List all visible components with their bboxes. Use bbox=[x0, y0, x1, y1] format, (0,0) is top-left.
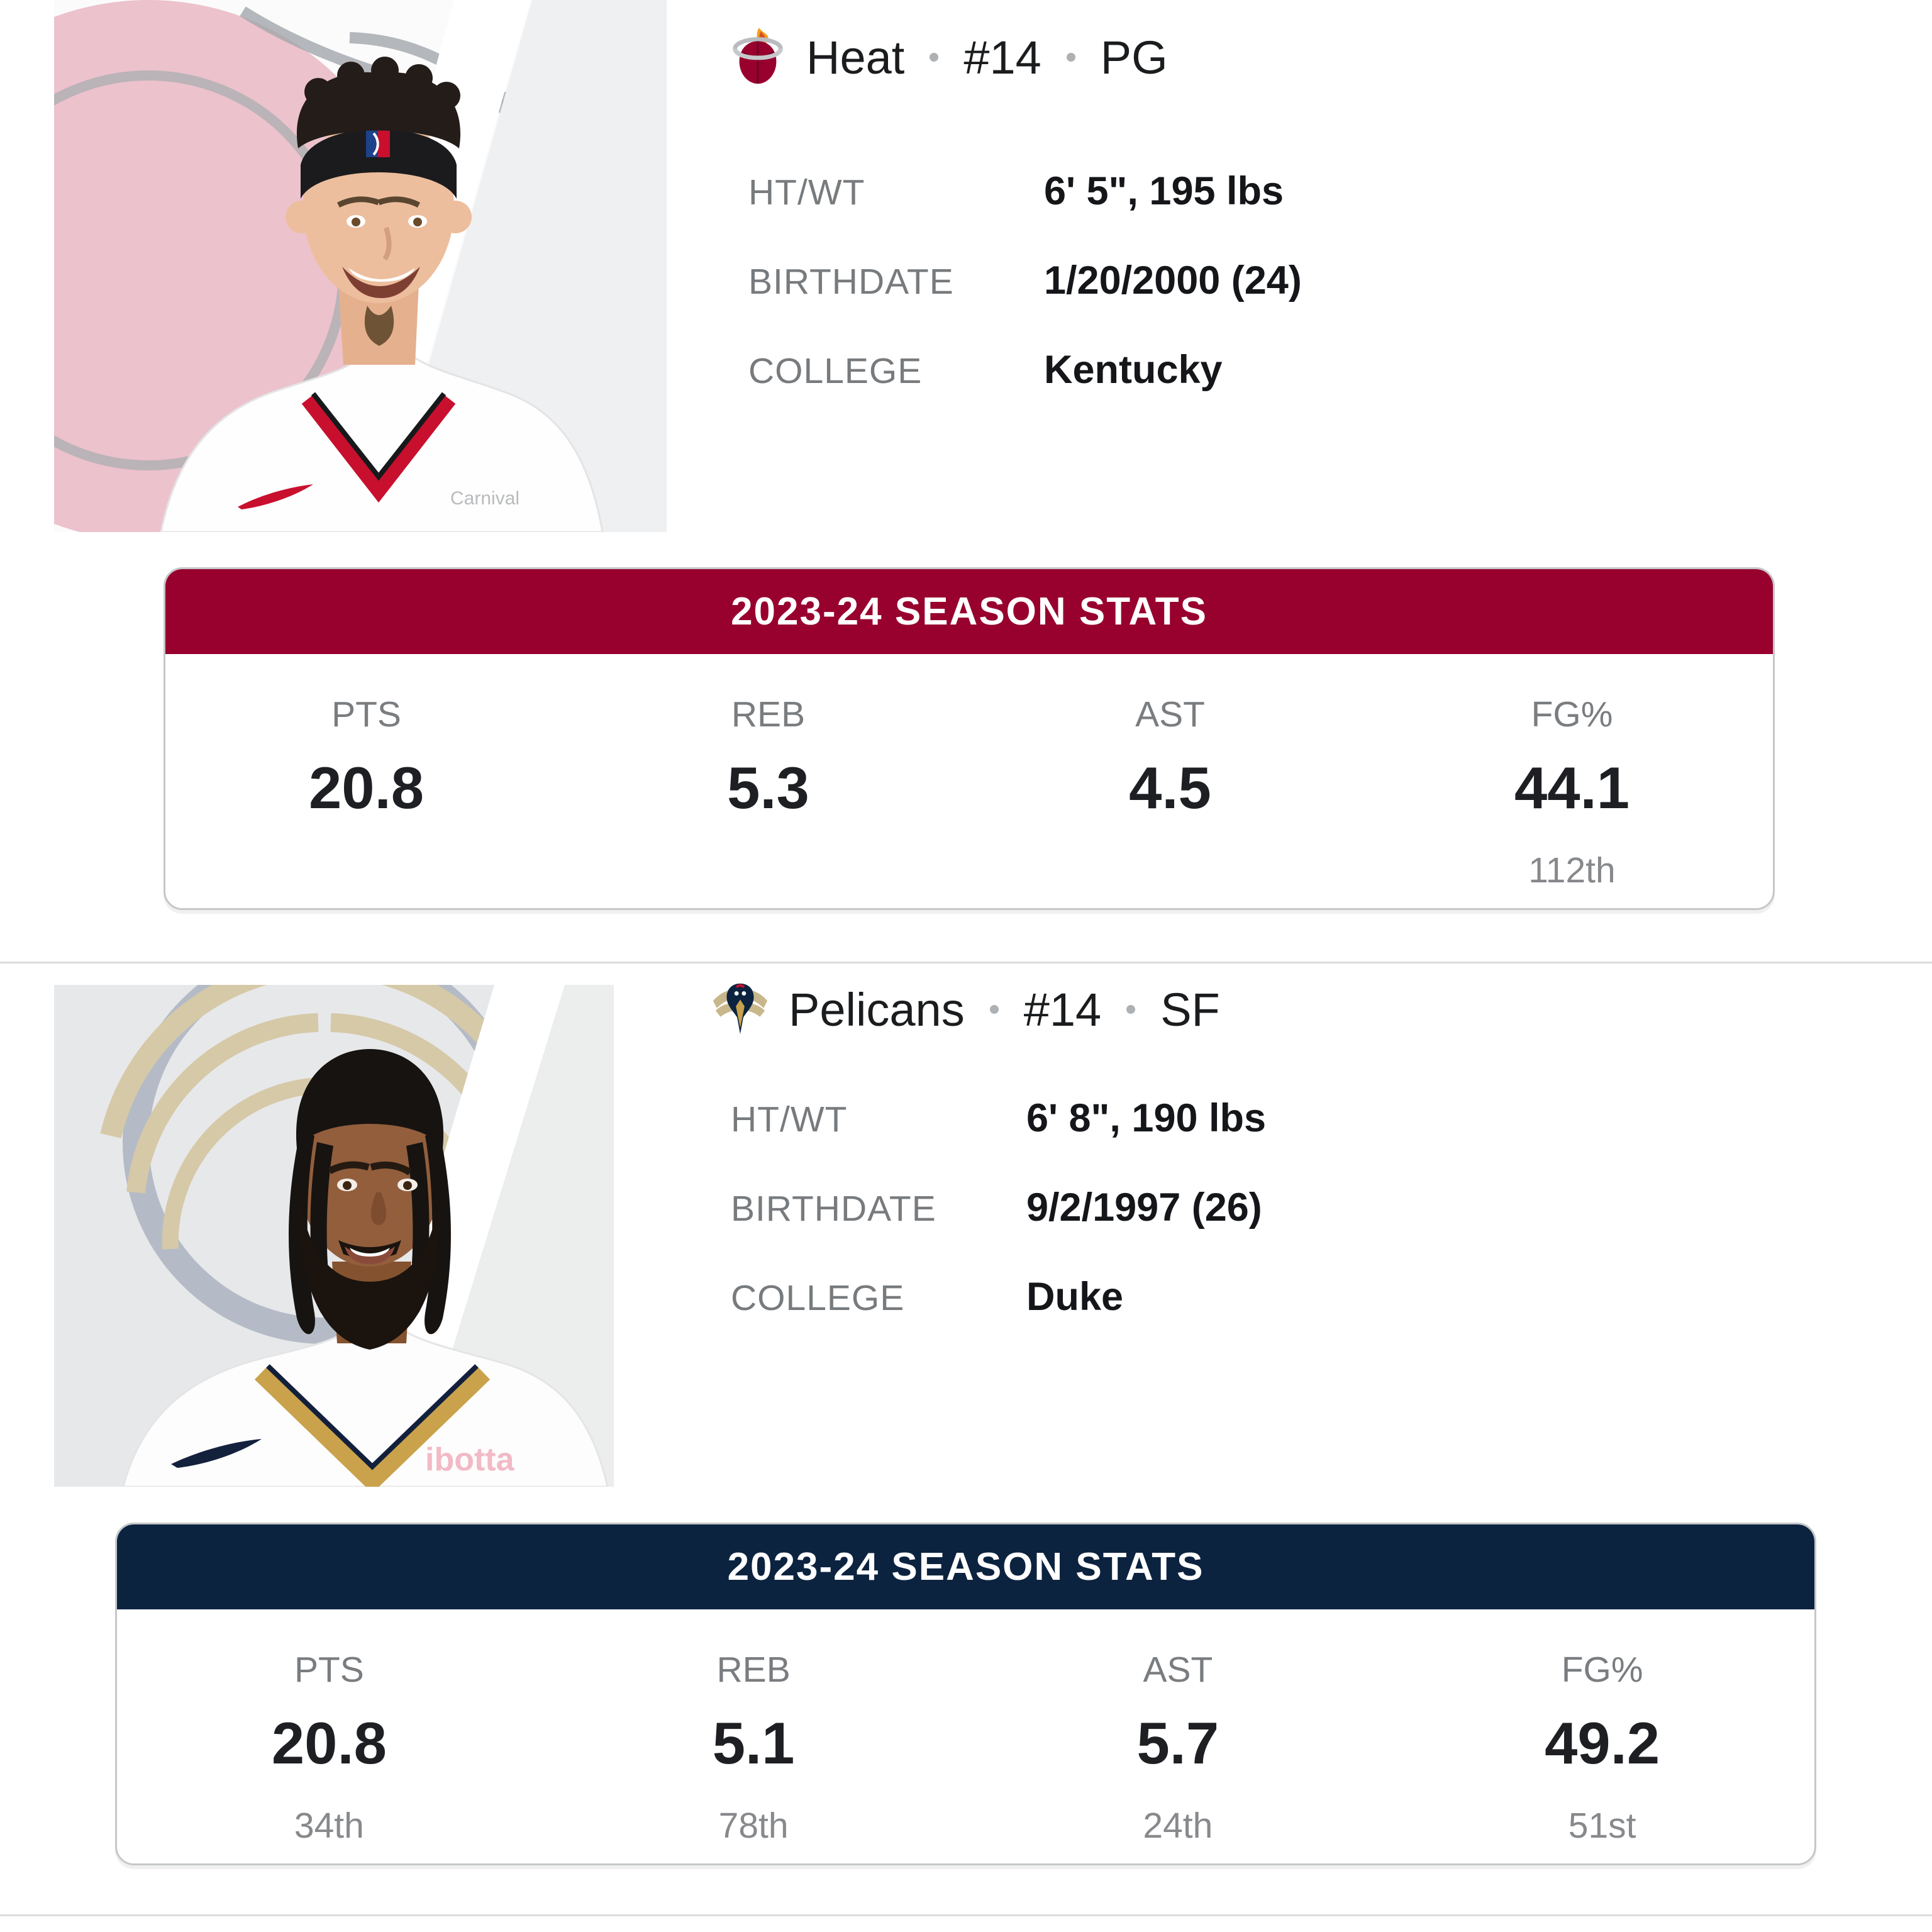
bio-value: Duke bbox=[1026, 1275, 1124, 1319]
bio-label: BIRTHDATE bbox=[748, 262, 954, 302]
player-position: SF bbox=[1160, 983, 1220, 1036]
season-stats-header: 2023-24 SEASON STATS bbox=[117, 1524, 1814, 1609]
pelicans-logo-icon bbox=[713, 983, 768, 1035]
bio-value: 6' 5", 195 lbs bbox=[1044, 169, 1284, 213]
bio-label: COLLEGE bbox=[731, 1278, 905, 1318]
stat-label: REB bbox=[731, 694, 806, 735]
player-headshot: Carnival bbox=[54, 0, 667, 532]
heat-logo-icon bbox=[733, 27, 783, 84]
stat-rank bbox=[165, 850, 567, 887]
stat-rank: 24th bbox=[1143, 1806, 1213, 1846]
stat-rank bbox=[567, 850, 969, 887]
stat-value: 5.1 bbox=[712, 1710, 795, 1776]
section-divider bbox=[0, 962, 1932, 963]
stat-value: 44.1 bbox=[1514, 755, 1629, 821]
nike-swoosh-icon bbox=[238, 484, 313, 509]
jersey-sponsor-text: Carnival bbox=[450, 488, 519, 509]
dot-separator bbox=[989, 1005, 999, 1014]
dot-separator bbox=[1126, 1005, 1136, 1014]
stat-value: 5.3 bbox=[727, 755, 809, 821]
stat-label: FG% bbox=[1561, 1650, 1643, 1690]
stat-label: PTS bbox=[331, 694, 401, 735]
jersey-number: #14 bbox=[1023, 983, 1102, 1036]
hair bbox=[296, 1049, 444, 1148]
mouth bbox=[342, 267, 420, 298]
stat-value: 4.5 bbox=[1129, 755, 1211, 821]
player-position: PG bbox=[1100, 31, 1168, 84]
player-headshot-illustration: ibotta bbox=[54, 985, 614, 1487]
stat-col-reb: REB 5.1 78th bbox=[541, 1649, 966, 1846]
stat-value: 49.2 bbox=[1545, 1710, 1660, 1776]
bio-label: COLLEGE bbox=[748, 351, 923, 391]
stat-col-fgpct: FG% 44.1 112th bbox=[1371, 694, 1773, 891]
bio-label: HT/WT bbox=[748, 172, 865, 213]
stat-col-pts: PTS 20.8 34th bbox=[117, 1649, 541, 1846]
player-headshot: ibotta bbox=[54, 985, 614, 1487]
nike-swoosh-icon bbox=[171, 1439, 262, 1468]
bio-row-college: COLLEGE Duke bbox=[731, 1274, 1800, 1363]
stat-value: 20.8 bbox=[309, 755, 424, 821]
bio-row-birthdate: BIRTHDATE 1/20/2000 (24) bbox=[748, 258, 1818, 347]
team-name[interactable]: Heat bbox=[806, 31, 905, 84]
bio-value: 1/20/2000 (24) bbox=[1044, 258, 1302, 303]
jersey-trim bbox=[301, 394, 456, 503]
player-headshot-illustration: Carnival bbox=[54, 0, 667, 532]
jersey-trim bbox=[254, 1365, 491, 1487]
bio-row-htwt: HT/WT 6' 8", 190 lbs bbox=[731, 1096, 1800, 1185]
jersey-sponsor-text: ibotta bbox=[425, 1441, 515, 1478]
stat-rank: 78th bbox=[718, 1806, 789, 1846]
stat-rank: 112th bbox=[1528, 850, 1616, 891]
stat-value: 5.7 bbox=[1136, 1710, 1219, 1776]
season-stats-card: 2023-24 SEASON STATS PTS 20.8 34th REB 5… bbox=[115, 1523, 1816, 1865]
stat-col-fgpct: FG% 49.2 51st bbox=[1390, 1649, 1814, 1846]
dot-separator bbox=[1066, 53, 1075, 62]
stat-col-ast: AST 4.5 bbox=[969, 694, 1371, 891]
bio-label: HT/WT bbox=[731, 1099, 848, 1140]
season-stats-header: 2023-24 SEASON STATS bbox=[165, 569, 1773, 654]
bio-row-birthdate: BIRTHDATE 9/2/1997 (26) bbox=[731, 1185, 1800, 1274]
goatee bbox=[364, 306, 394, 346]
stat-label: AST bbox=[1143, 1650, 1213, 1690]
bio-value: Kentucky bbox=[1044, 348, 1223, 392]
bio-value: 9/2/1997 (26) bbox=[1026, 1185, 1262, 1230]
season-stats-card: 2023-24 SEASON STATS PTS 20.8 REB 5.3 AS… bbox=[164, 567, 1775, 910]
stat-rank bbox=[969, 850, 1371, 887]
pelicans-watermark-wing bbox=[100, 985, 267, 1138]
stat-col-pts: PTS 20.8 bbox=[165, 694, 567, 891]
team-name[interactable]: Pelicans bbox=[789, 983, 965, 1036]
jersey-number: #14 bbox=[963, 31, 1041, 84]
stat-rank: 51st bbox=[1568, 1806, 1636, 1846]
stat-col-reb: REB 5.3 bbox=[567, 694, 969, 891]
bio-value: 6' 8", 190 lbs bbox=[1026, 1096, 1267, 1140]
player-bio: HT/WT 6' 5", 195 lbs BIRTHDATE 1/20/2000… bbox=[748, 169, 1818, 436]
stat-label: PTS bbox=[294, 1650, 364, 1690]
stat-value: 20.8 bbox=[271, 1710, 387, 1776]
beard bbox=[297, 1186, 442, 1350]
bio-label: BIRTHDATE bbox=[731, 1189, 936, 1229]
page-bottom-divider bbox=[0, 1914, 1932, 1916]
team-header[interactable]: Heat #14 PG bbox=[727, 26, 1168, 88]
bio-row-college: COLLEGE Kentucky bbox=[748, 347, 1818, 436]
season-stats-columns: PTS 20.8 REB 5.3 AST 4.5 FG% 44.1 112th bbox=[165, 654, 1773, 891]
team-header[interactable]: Pelicans #14 SF bbox=[709, 979, 1220, 1040]
dot-separator bbox=[930, 53, 939, 62]
player-bio: HT/WT 6' 8", 190 lbs BIRTHDATE 9/2/1997 … bbox=[731, 1096, 1800, 1363]
stat-rank: 34th bbox=[294, 1806, 364, 1846]
bio-row-htwt: HT/WT 6' 5", 195 lbs bbox=[748, 169, 1818, 258]
season-stats-columns: PTS 20.8 34th REB 5.1 78th AST 5.7 24th … bbox=[117, 1609, 1814, 1846]
stat-col-ast: AST 5.7 24th bbox=[966, 1649, 1391, 1846]
headband bbox=[301, 129, 457, 199]
stat-label: FG% bbox=[1531, 694, 1613, 735]
stat-label: AST bbox=[1135, 694, 1205, 735]
stat-label: REB bbox=[716, 1650, 791, 1690]
